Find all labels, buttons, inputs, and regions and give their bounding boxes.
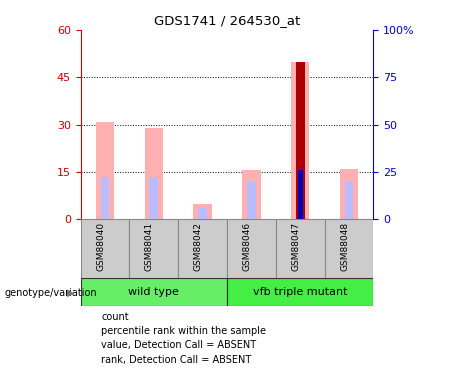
Bar (296, 62, 305, 219)
Bar (130, 219, 178, 278)
Text: GSM88040: GSM88040 (96, 222, 105, 272)
Bar (242, 171, 261, 219)
Bar (345, 182, 354, 219)
Text: value, Detection Call = ABSENT: value, Detection Call = ABSENT (101, 340, 256, 350)
Bar (178, 219, 227, 278)
Bar (81, 219, 130, 278)
Bar (198, 209, 207, 219)
Text: GSM88041: GSM88041 (145, 222, 154, 272)
Bar (291, 62, 309, 219)
Text: GSM88047: GSM88047 (291, 222, 300, 272)
Bar (193, 204, 212, 219)
Text: percentile rank within the sample: percentile rank within the sample (101, 326, 266, 336)
Bar (149, 177, 158, 219)
Text: wild type: wild type (129, 286, 179, 297)
Text: count: count (101, 312, 129, 322)
Bar (247, 182, 256, 219)
Text: ▶: ▶ (67, 288, 75, 298)
Bar (296, 172, 305, 219)
Text: vfb triple mutant: vfb triple mutant (253, 286, 348, 297)
Bar (340, 169, 358, 219)
Text: GSM88048: GSM88048 (340, 222, 349, 272)
Text: rank, Detection Call = ABSENT: rank, Detection Call = ABSENT (101, 355, 252, 364)
Bar (325, 219, 373, 278)
Bar (298, 171, 303, 219)
Bar (227, 278, 373, 306)
Text: genotype/variation: genotype/variation (5, 288, 97, 298)
Bar (81, 278, 227, 306)
Text: GSM88046: GSM88046 (242, 222, 251, 272)
Bar (100, 177, 109, 219)
Text: GSM88042: GSM88042 (194, 222, 203, 271)
Bar (276, 219, 325, 278)
Title: GDS1741 / 264530_at: GDS1741 / 264530_at (154, 15, 300, 27)
Bar (96, 122, 114, 219)
Bar (227, 219, 276, 278)
Bar (145, 128, 163, 219)
